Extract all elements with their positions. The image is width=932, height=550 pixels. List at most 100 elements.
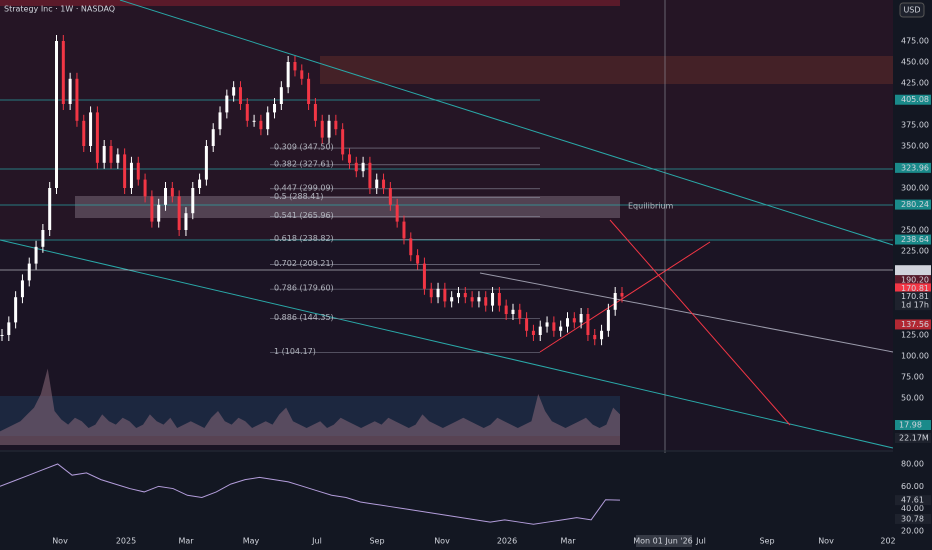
price-tick-label: 75.00 (901, 373, 924, 382)
price-tick-label: 475.00 (901, 37, 929, 46)
trend-line (479, 272, 894, 353)
candle (109, 146, 113, 163)
candle (388, 188, 392, 205)
candle (177, 196, 181, 230)
fib-label: 0.786 (179.60) (274, 284, 334, 293)
price-tag (895, 199, 931, 210)
candle (450, 297, 454, 302)
channel-line (0, 239, 894, 449)
candle (68, 78, 72, 104)
candle (170, 188, 174, 197)
time-tick-label: 2025 (116, 537, 136, 546)
candle (375, 179, 379, 188)
candle (341, 129, 345, 155)
price-tick-label: 125.00 (901, 331, 929, 340)
shade (0, 0, 893, 240)
candle (191, 188, 195, 214)
candle (279, 87, 283, 104)
candle (545, 322, 549, 327)
candle (327, 120, 331, 138)
candle (593, 335, 597, 340)
price-tag (895, 275, 931, 286)
candle (470, 297, 474, 302)
top-band (0, 0, 620, 6)
candle (531, 330, 535, 335)
candle (572, 318, 576, 323)
rsi-tick-label: 40.00 (901, 504, 924, 513)
candle (225, 95, 229, 113)
fib-label: 0.702 (209.21) (274, 259, 334, 268)
candle (334, 120, 338, 130)
candle (613, 293, 617, 310)
time-tick-label: 2026 (497, 537, 517, 546)
price-tag-label: 170.81 (901, 292, 929, 301)
price-tag-label: 170.81 (901, 284, 929, 293)
rsi-tag-label: 47.61 (901, 496, 924, 505)
fib-label: 0.618 (238.82) (274, 234, 334, 243)
price-tag (895, 234, 931, 245)
price-tag-label: 202.14 (901, 266, 929, 275)
candle (559, 326, 563, 331)
rsi-tick-label: 20.00 (901, 527, 924, 536)
time-tick-label: Mon 01 Jun '26 (633, 537, 693, 546)
price-tick-label: 250.00 (901, 226, 929, 235)
candle (300, 70, 304, 79)
trend-line (539, 241, 711, 353)
candle (61, 41, 65, 104)
candle (463, 293, 467, 298)
fib-label: 0.886 (144.35) (274, 313, 334, 322)
time-tick-label: May (243, 537, 260, 546)
price-tick-label: 100.00 (901, 352, 929, 361)
candle (518, 309, 522, 319)
price-tag (895, 162, 931, 173)
price-tag-label: 280.24 (901, 200, 929, 209)
candle (164, 188, 168, 205)
candle (320, 120, 324, 138)
candle (20, 280, 24, 298)
candle (7, 322, 11, 335)
currency-button[interactable] (899, 2, 925, 18)
rsi-line (0, 463, 621, 525)
candle (89, 112, 93, 146)
rsi-tag (895, 513, 931, 524)
candle (198, 179, 202, 188)
price-tag-label: 137.56 (901, 320, 929, 329)
candle (75, 78, 79, 121)
zone (320, 56, 893, 84)
candle (238, 87, 242, 104)
candle (443, 288, 447, 302)
price-tick-label: 350.00 (901, 142, 929, 151)
candle (245, 104, 249, 121)
candle (143, 179, 147, 197)
rsi-tick-label: 80.00 (901, 460, 924, 469)
candle (436, 288, 440, 298)
symbol-title: Strategy Inc · 1W · NASDAQ (4, 5, 115, 14)
price-tag-label: 1d 17h (901, 301, 929, 310)
candle (579, 314, 583, 323)
time-tick-label: Nov (434, 537, 450, 546)
candle (620, 293, 624, 297)
candle (511, 309, 515, 314)
candle (565, 318, 569, 327)
candle (354, 162, 358, 172)
candle (157, 204, 161, 222)
candle (34, 246, 38, 264)
candle (395, 204, 399, 222)
candle (55, 41, 59, 188)
candle (150, 196, 154, 222)
time-tick-label: Jul (311, 537, 322, 546)
candle (538, 326, 542, 335)
price-tag-label: 238.64 (901, 235, 929, 244)
channel-line (119, 0, 894, 246)
time-tick-label: 202 (880, 537, 895, 546)
candle (0, 335, 4, 336)
volume-area (0, 368, 620, 445)
currency: USD (903, 6, 920, 15)
rsi-tag-label: 30.78 (901, 514, 924, 523)
candle (204, 146, 208, 180)
price-tag (895, 319, 931, 330)
time-tick-label: Jul (695, 537, 706, 546)
volume-tag (895, 433, 931, 443)
price-tag-label: 405.08 (901, 95, 929, 104)
